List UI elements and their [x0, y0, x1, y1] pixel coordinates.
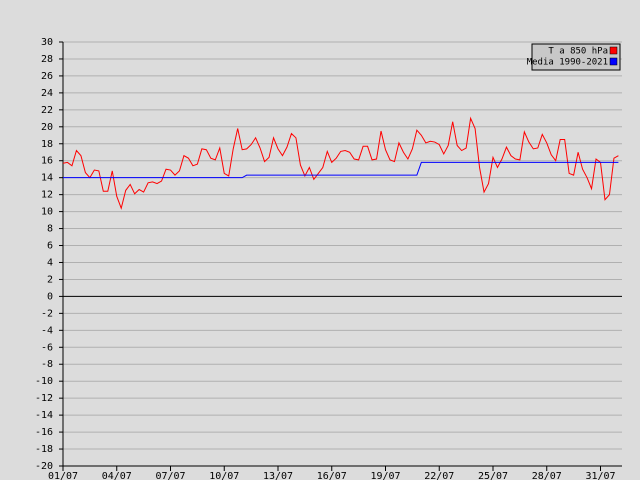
x-tick-label: 31/07 [585, 471, 615, 480]
legend-label: Media 1990-2021 [527, 58, 608, 68]
y-tick-label: 12 [41, 190, 53, 201]
y-tick-label: 2 [47, 274, 53, 285]
y-tick-label: -12 [35, 393, 53, 404]
y-tick-label: -16 [35, 427, 53, 438]
legend-box [531, 43, 621, 71]
y-tick-label: 30 [41, 37, 53, 48]
y-tick-label: 8 [47, 224, 53, 235]
x-tick-label: 13/07 [263, 471, 293, 480]
y-tick-label: 24 [41, 88, 53, 99]
x-tick-label: 19/07 [370, 471, 400, 480]
y-tick-label: 10 [41, 207, 53, 218]
y-tick-label: -14 [35, 410, 53, 421]
y-tick-label: 4 [47, 257, 53, 268]
y-tick-label: 28 [41, 54, 53, 65]
line-series [62, 116, 619, 210]
y-tick-label: -8 [41, 359, 53, 370]
y-tick-label: -20 [35, 461, 53, 472]
legend-swatch [609, 46, 618, 55]
y-tick-label: 18 [41, 139, 53, 150]
x-tick-label: 28/07 [532, 471, 562, 480]
y-tick-label: -2 [41, 308, 53, 319]
y-tick-label: -6 [41, 342, 53, 353]
y-tick-label: 16 [41, 156, 53, 167]
x-tick-label: 10/07 [209, 471, 239, 480]
y-tick-label: -18 [35, 444, 53, 455]
y-tick-label: -10 [35, 376, 53, 387]
y-tick-label: 22 [41, 105, 53, 116]
line-series [63, 161, 619, 179]
legend-label: T a 850 hPa [548, 47, 608, 57]
x-tick-label: 16/07 [317, 471, 347, 480]
y-tick-label: -4 [41, 325, 53, 336]
x-tick-label: 01/07 [48, 471, 78, 480]
y-tick-label: 6 [47, 241, 53, 252]
y-tick-label: 14 [41, 173, 53, 184]
x-tick-label: 07/07 [155, 471, 185, 480]
y-tick-label: 0 [47, 291, 53, 302]
legend-swatch [609, 57, 618, 66]
y-tick-label: 26 [41, 71, 53, 82]
x-tick-label: 25/07 [478, 471, 508, 480]
x-tick-label: 22/07 [424, 471, 454, 480]
x-tick-label: 04/07 [102, 471, 132, 480]
y-tick-label: 20 [41, 122, 53, 133]
